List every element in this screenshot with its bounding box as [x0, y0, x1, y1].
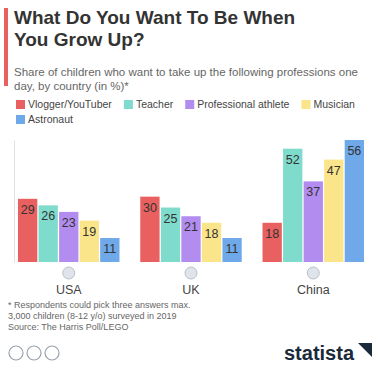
bar [202, 223, 221, 262]
legend-label: Musician [313, 98, 355, 110]
license-icon [9, 346, 23, 360]
text-line: Share of children who want to take up th… [14, 66, 358, 78]
bar [324, 160, 343, 262]
data-labels: 29 30 18 26 25 52 23 21 37 19 18 47 11 11 56 [21, 144, 362, 256]
bar [59, 212, 78, 262]
footnote: Source: The Harris Poll/LEGO [8, 322, 128, 332]
data-label: 21 [184, 220, 198, 234]
bar [140, 197, 159, 262]
bar [39, 205, 58, 262]
y-axis [14, 141, 15, 263]
bar [304, 181, 323, 262]
data-label: 30 [143, 201, 157, 215]
bar [161, 208, 180, 262]
chart: What Do You Want To Be WhenYou Grow Up? S… [0, 0, 378, 370]
flag-icon [307, 267, 319, 279]
legend-item: Teacher [124, 98, 174, 110]
flag-icon [185, 267, 197, 279]
data-label: 18 [265, 227, 279, 241]
data-label: 19 [82, 225, 96, 239]
bar [283, 149, 302, 262]
legend-label: Teacher [136, 98, 174, 110]
title: What Do You Want To Be WhenYou Grow Up? [14, 7, 295, 50]
text-line: You Grow Up? [14, 29, 145, 50]
legend-label: Astronaut [28, 113, 73, 125]
x-tick: China [297, 282, 330, 297]
x-tick-label: China [297, 283, 330, 297]
license-icon [45, 346, 59, 360]
legend-label: Vlogger/YouTuber [28, 98, 112, 110]
x-tick-label: UK [182, 283, 200, 297]
logo: statista [284, 342, 355, 364]
accent-bar [4, 8, 8, 86]
footnote: 3,000 children (8-12 y/o) surveyed in 20… [8, 311, 177, 321]
text-line: day, by country (in %)* [14, 80, 129, 92]
data-label: 29 [21, 203, 35, 217]
bar [222, 238, 241, 262]
legend-item: Musician [301, 98, 355, 110]
data-label: 25 [164, 212, 178, 226]
data-label: 18 [205, 227, 219, 241]
legend-item: Professional athlete [185, 98, 289, 110]
legend-item: Vlogger/YouTuber [16, 98, 112, 110]
flag-icon [63, 267, 75, 279]
data-label: 26 [41, 209, 55, 223]
data-label: 47 [327, 164, 341, 178]
bars [18, 140, 364, 262]
x-tick: USA [56, 282, 82, 297]
data-label: 11 [226, 242, 239, 256]
x-tick: UK [182, 282, 200, 297]
data-label: 11 [103, 242, 116, 256]
bar [100, 238, 119, 262]
legend-label: Professional athlete [197, 98, 289, 110]
x-axis: USA UK China [56, 282, 330, 297]
legend-item: Astronaut [16, 113, 73, 125]
data-label: 52 [286, 153, 300, 167]
logo-mark [358, 343, 372, 357]
bar [18, 199, 37, 262]
x-tick-label: USA [56, 283, 82, 297]
bar [181, 216, 200, 262]
data-label: 37 [306, 185, 320, 199]
legend-swatch [301, 100, 310, 109]
data-label: 23 [62, 216, 76, 230]
subtitle: Share of children who want to take up th… [14, 66, 358, 92]
legend-swatch [16, 100, 25, 109]
legend-swatch [124, 100, 133, 109]
footnote: * Respondents could pick three answers m… [8, 300, 191, 310]
axis-line [14, 141, 15, 263]
license-icon [27, 346, 41, 360]
legend-swatch [185, 100, 194, 109]
data-label: 56 [347, 144, 361, 158]
bar [263, 223, 282, 262]
legend: Vlogger/YouTuber Teacher Professional athl… [16, 98, 355, 125]
bar [345, 140, 364, 262]
legend-swatch [16, 115, 25, 124]
bar [80, 221, 99, 262]
text-line: What Do You Want To Be When [14, 7, 295, 28]
